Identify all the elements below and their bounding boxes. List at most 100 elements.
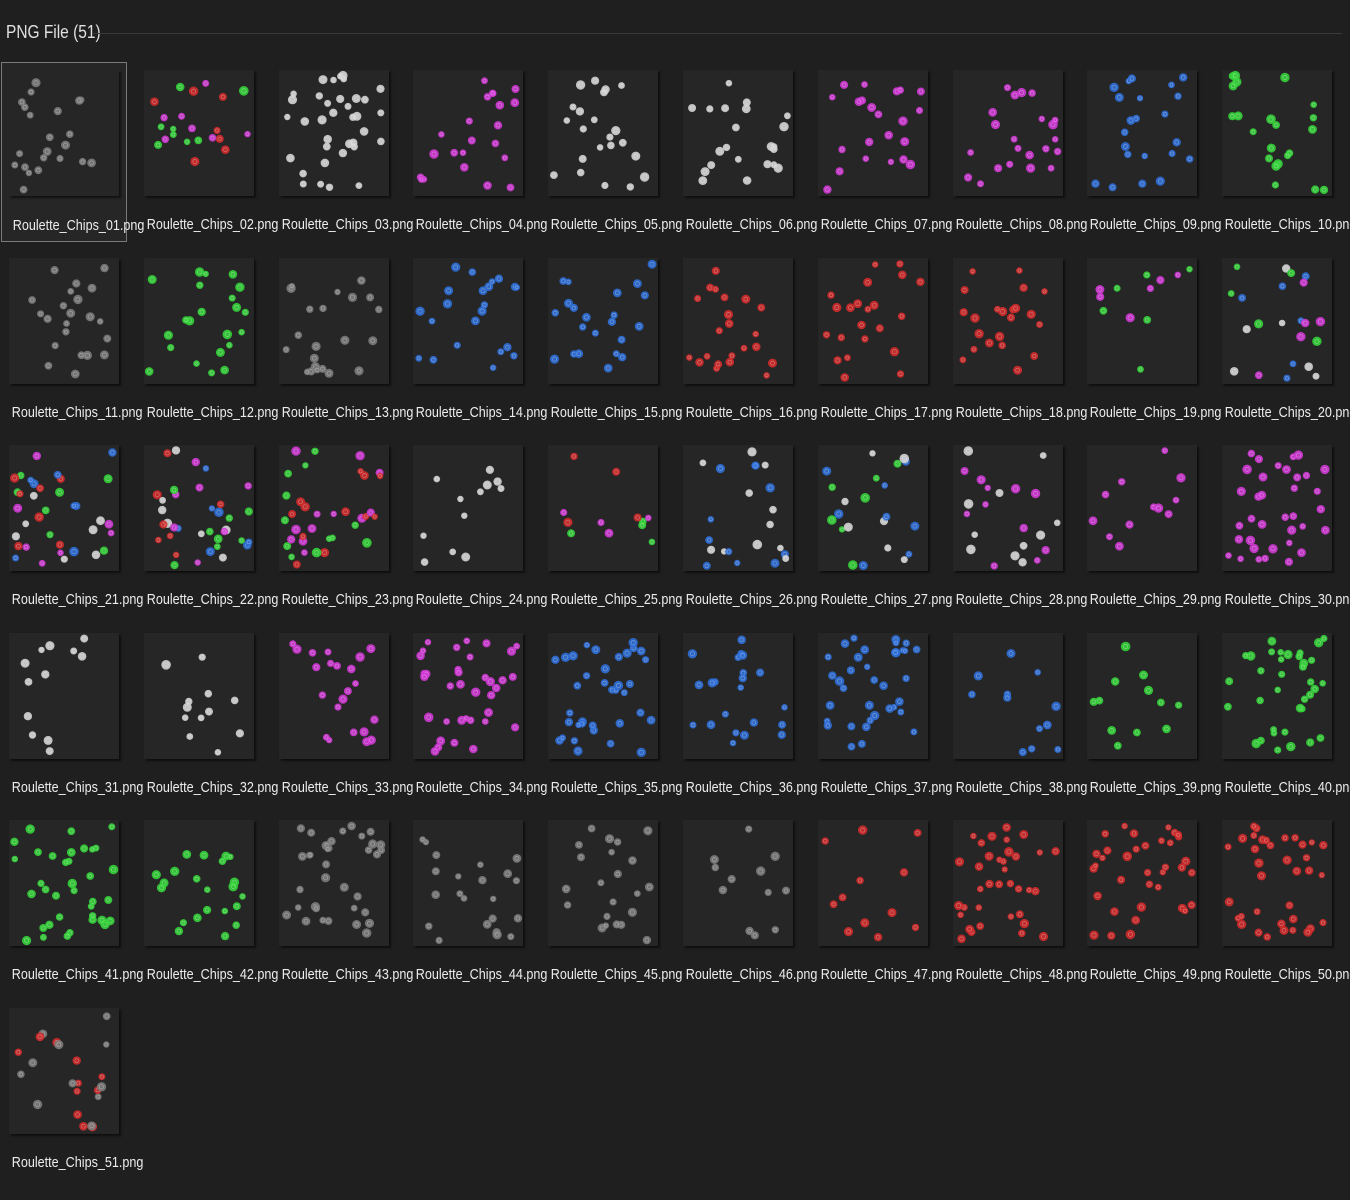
file-tile[interactable]: Roulette_Chips_44.png — [405, 812, 548, 992]
file-name-label[interactable]: Roulette_Chips_27.png — [820, 591, 953, 608]
group-title[interactable]: PNG File (51) — [6, 22, 101, 42]
file-tile[interactable]: Roulette_Chips_14.png — [405, 250, 548, 430]
file-thumbnail[interactable] — [413, 632, 524, 759]
file-name-label[interactable]: Roulette_Chips_06.png — [685, 216, 818, 233]
file-tile[interactable]: Roulette_Chips_42.png — [136, 812, 278, 992]
file-tile[interactable]: Roulette_Chips_22.png — [136, 437, 279, 617]
file-name-label[interactable]: Roulette_Chips_40.png — [1224, 778, 1350, 796]
file-tile[interactable]: Roulette_Chips_08.png — [945, 62, 1087, 242]
file-name-label[interactable]: Roulette_Chips_48.png — [955, 966, 1088, 983]
file-thumbnail[interactable] — [548, 445, 659, 571]
file-tile[interactable]: Roulette_Chips_09.png — [1079, 62, 1222, 242]
file-name-label[interactable]: Roulette_Chips_23.png — [281, 591, 414, 608]
file-tile[interactable]: Roulette_Chips_33.png — [271, 625, 414, 805]
file-thumbnail[interactable] — [1222, 632, 1333, 759]
file-name-label[interactable]: Roulette_Chips_14.png — [416, 403, 548, 421]
file-thumbnail[interactable] — [1222, 445, 1333, 571]
file-tile[interactable]: Roulette_Chips_47.png — [810, 812, 952, 992]
file-thumbnail[interactable] — [817, 632, 928, 759]
file-tile[interactable]: Roulette_Chips_51.png — [1, 1000, 143, 1180]
file-tile[interactable]: Roulette_Chips_06.png — [675, 62, 818, 242]
file-name-label[interactable]: Roulette_Chips_37.png — [820, 778, 953, 796]
file-name-label[interactable]: Roulette_Chips_03.png — [281, 216, 414, 233]
file-tile[interactable]: Roulette_Chips_15.png — [540, 250, 683, 430]
file-thumbnail[interactable] — [548, 257, 659, 384]
file-name-label[interactable]: Roulette_Chips_26.png — [685, 591, 818, 608]
file-thumbnail[interactable] — [278, 70, 389, 196]
file-thumbnail[interactable] — [9, 1007, 119, 1134]
file-thumbnail[interactable] — [1222, 820, 1333, 946]
file-name-label[interactable]: Roulette_Chips_18.png — [955, 403, 1088, 421]
file-thumbnail[interactable] — [1222, 257, 1333, 384]
file-name-label[interactable]: Roulette_Chips_13.png — [281, 403, 414, 421]
file-thumbnail[interactable] — [143, 445, 254, 571]
file-tile[interactable]: Roulette_Chips_39.png — [1079, 625, 1222, 805]
file-name-label[interactable]: Roulette_Chips_07.png — [820, 216, 953, 233]
file-tile[interactable]: Roulette_Chips_10.png — [1214, 62, 1350, 242]
file-name-label[interactable]: Roulette_Chips_21.png — [11, 591, 144, 608]
file-tile[interactable]: Roulette_Chips_30.png — [1214, 437, 1350, 617]
file-thumbnail[interactable] — [413, 445, 524, 571]
file-thumbnail[interactable] — [817, 257, 928, 384]
file-name-label[interactable]: Roulette_Chips_44.png — [416, 966, 548, 983]
file-tile[interactable]: Roulette_Chips_19.png — [1079, 250, 1222, 430]
file-name-label[interactable]: Roulette_Chips_32.png — [146, 778, 279, 796]
file-tile[interactable]: Roulette_Chips_37.png — [810, 625, 953, 805]
file-tile[interactable]: Roulette_Chips_07.png — [810, 62, 953, 242]
file-name-label[interactable]: Roulette_Chips_11.png — [11, 403, 143, 421]
file-thumbnail[interactable] — [548, 820, 659, 946]
file-name-label[interactable]: Roulette_Chips_30.png — [1224, 591, 1350, 608]
file-name-label[interactable]: Roulette_Chips_24.png — [416, 591, 548, 608]
file-name-label[interactable]: Roulette_Chips_33.png — [281, 778, 414, 796]
file-tile[interactable]: Roulette_Chips_03.png — [271, 62, 414, 242]
file-tile[interactable]: Roulette_Chips_45.png — [540, 812, 683, 992]
file-tile[interactable]: Roulette_Chips_50.png — [1214, 812, 1350, 992]
file-name-label[interactable]: Roulette_Chips_49.png — [1090, 966, 1222, 983]
file-thumbnail[interactable] — [548, 632, 659, 759]
file-tile[interactable]: Roulette_Chips_11.png — [1, 250, 143, 430]
file-tile[interactable]: Roulette_Chips_01.png — [1, 62, 145, 242]
file-tile[interactable]: Roulette_Chips_13.png — [271, 250, 414, 430]
file-name-label[interactable]: Roulette_Chips_09.png — [1090, 216, 1222, 233]
file-thumbnail[interactable] — [1087, 70, 1198, 196]
file-name-label[interactable]: Roulette_Chips_17.png — [820, 403, 953, 421]
file-name-label[interactable]: Roulette_Chips_45.png — [550, 966, 683, 983]
file-name-label[interactable]: Roulette_Chips_43.png — [281, 966, 414, 983]
file-name-label[interactable]: Roulette_Chips_25.png — [550, 591, 683, 608]
file-tile[interactable]: Roulette_Chips_02.png — [136, 62, 279, 242]
file-tile[interactable]: Roulette_Chips_28.png — [945, 437, 1088, 617]
file-tile[interactable]: Roulette_Chips_38.png — [945, 625, 1087, 805]
file-thumbnail[interactable] — [1087, 632, 1198, 759]
file-tile[interactable]: Roulette_Chips_49.png — [1079, 812, 1222, 992]
file-thumbnail[interactable] — [952, 445, 1063, 571]
file-tile[interactable]: Roulette_Chips_27.png — [810, 437, 953, 617]
file-name-label[interactable]: Roulette_Chips_01.png — [12, 217, 145, 234]
file-tile[interactable]: Roulette_Chips_36.png — [675, 625, 817, 805]
file-thumbnail[interactable] — [548, 70, 659, 196]
file-thumbnail[interactable] — [278, 445, 389, 571]
file-tile[interactable]: Roulette_Chips_40.png — [1214, 625, 1350, 805]
file-tile[interactable]: Roulette_Chips_17.png — [810, 250, 953, 430]
file-name-label[interactable]: Roulette_Chips_10.png — [1224, 216, 1350, 233]
file-thumbnail[interactable] — [817, 445, 928, 571]
file-name-label[interactable]: Roulette_Chips_28.png — [955, 591, 1088, 608]
file-thumbnail[interactable] — [683, 70, 793, 196]
file-name-label[interactable]: Roulette_Chips_31.png — [11, 778, 144, 796]
file-thumbnail[interactable] — [683, 820, 793, 946]
file-name-label[interactable]: Roulette_Chips_39.png — [1090, 778, 1222, 796]
file-thumbnail[interactable] — [817, 820, 928, 946]
file-thumbnail[interactable] — [952, 70, 1063, 196]
file-name-label[interactable]: Roulette_Chips_22.png — [146, 591, 279, 608]
file-thumbnail[interactable] — [683, 445, 793, 571]
file-thumbnail[interactable] — [9, 820, 119, 946]
file-name-label[interactable]: Roulette_Chips_02.png — [146, 216, 279, 233]
file-thumbnail[interactable] — [9, 445, 119, 571]
file-thumbnail[interactable] — [952, 632, 1063, 759]
file-name-label[interactable]: Roulette_Chips_15.png — [550, 403, 683, 421]
file-tile[interactable]: Roulette_Chips_48.png — [945, 812, 1088, 992]
file-name-label[interactable]: Roulette_Chips_29.png — [1090, 591, 1222, 608]
file-thumbnail[interactable] — [683, 257, 793, 384]
file-thumbnail[interactable] — [1087, 820, 1198, 946]
file-thumbnail[interactable] — [278, 632, 389, 759]
file-tile[interactable]: Roulette_Chips_26.png — [675, 437, 818, 617]
